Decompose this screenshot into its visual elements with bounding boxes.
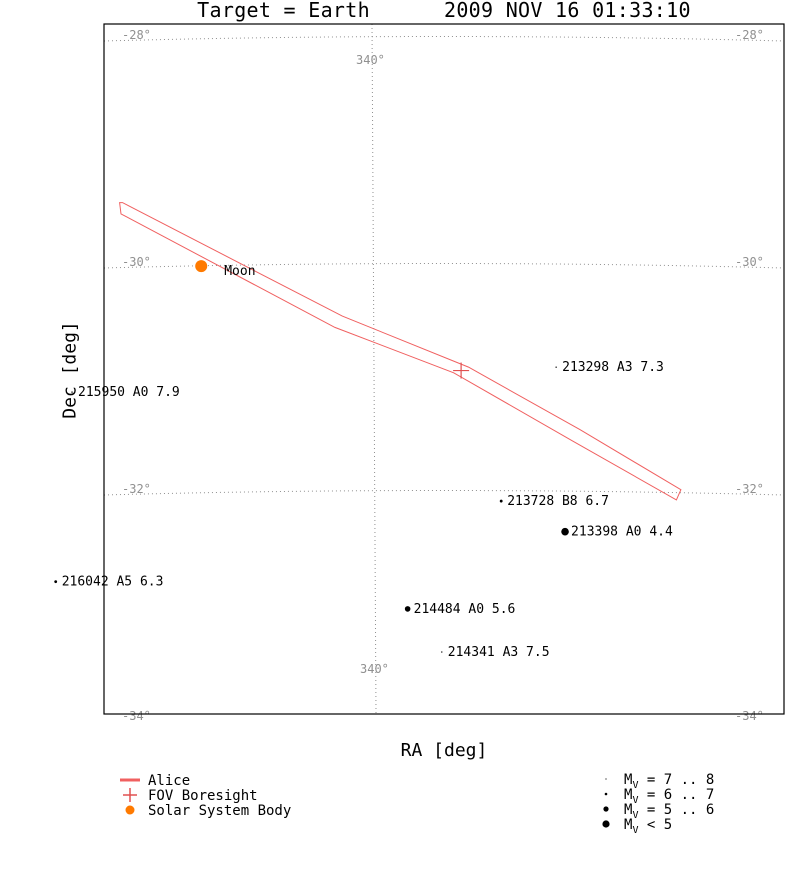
legend-label: FOV Boresight	[148, 788, 258, 804]
plot-frame	[103, 23, 785, 715]
dec-grid-label-left: -34°	[122, 709, 151, 723]
star-label: 214484 A0 5.6	[414, 602, 516, 617]
star-point	[404, 606, 411, 612]
ra-grid-line	[371, 24, 377, 714]
legend-label: Alice	[148, 773, 190, 789]
dec-grid-label-left: -30°	[122, 255, 151, 269]
star-label: 213728 B8 6.7	[507, 494, 609, 509]
dec-grid-label-right: -28°	[735, 28, 764, 42]
legend-magnitude-symbol	[605, 778, 607, 780]
body-point	[195, 260, 208, 273]
dec-grid-label-left: -28°	[122, 28, 151, 42]
star-point	[561, 527, 569, 536]
star-layer: 213298 A3 7.3 215950 A0 7.9 213728 B8 6.7 2…	[54, 360, 673, 660]
dec-grid-label-right: -34°	[735, 709, 764, 723]
star-label: 213298 A3 7.3	[562, 360, 664, 375]
body-layer: Moon	[195, 260, 256, 279]
dec-grid-line	[104, 718, 784, 723]
body-label: Moon	[224, 264, 255, 279]
star-label: 215950 A0 7.9	[78, 385, 180, 400]
star-point	[71, 391, 73, 393]
star-label: 214341 A3 7.5	[448, 645, 550, 660]
grid-labels: -28° -28° -30° -30° -32° -32° -34° -34° 340° 340°	[122, 28, 764, 723]
dec-grid-line	[104, 490, 784, 496]
legend-magnitude-label: MV < 5	[624, 817, 672, 836]
legend-dot-symbol	[125, 805, 135, 815]
star-point	[441, 651, 443, 653]
star-point	[499, 499, 503, 503]
star-label: 213398 A0 4.4	[571, 525, 673, 540]
dec-grid-label-left: -32°	[122, 482, 151, 496]
legend-magnitude-symbol	[603, 806, 609, 812]
fov-outline	[119, 202, 682, 501]
chart-title: Target = Earth 2009 NOV 16 01:33:10	[197, 0, 691, 22]
legend-label: Solar System Body	[148, 803, 291, 819]
x-axis-label: RA [deg]	[400, 740, 488, 761]
ra-grid-label-top: 340°	[356, 53, 385, 67]
fov-layer	[119, 202, 682, 501]
legend-magnitude-label: MV = 6 .. 7	[624, 787, 714, 806]
dec-grid-line	[104, 36, 784, 42]
legend-magnitude-label: MV = 5 .. 6	[624, 802, 714, 821]
star-label: 216042 A5 6.3	[62, 575, 164, 590]
ra-grid-label-bottom: 340°	[360, 662, 389, 676]
dec-grid-label-right: -32°	[735, 482, 764, 496]
y-axis-label: Dec [deg]	[59, 321, 81, 419]
grid-layer	[104, 24, 784, 723]
legend-magnitude-symbol	[602, 820, 610, 828]
legend-magnitude-symbol	[604, 792, 608, 796]
star-point	[54, 580, 58, 584]
star-point	[555, 366, 557, 368]
dec-grid-label-right: -30°	[735, 255, 764, 269]
legend-magnitude-label: MV = 7 .. 8	[624, 772, 714, 791]
